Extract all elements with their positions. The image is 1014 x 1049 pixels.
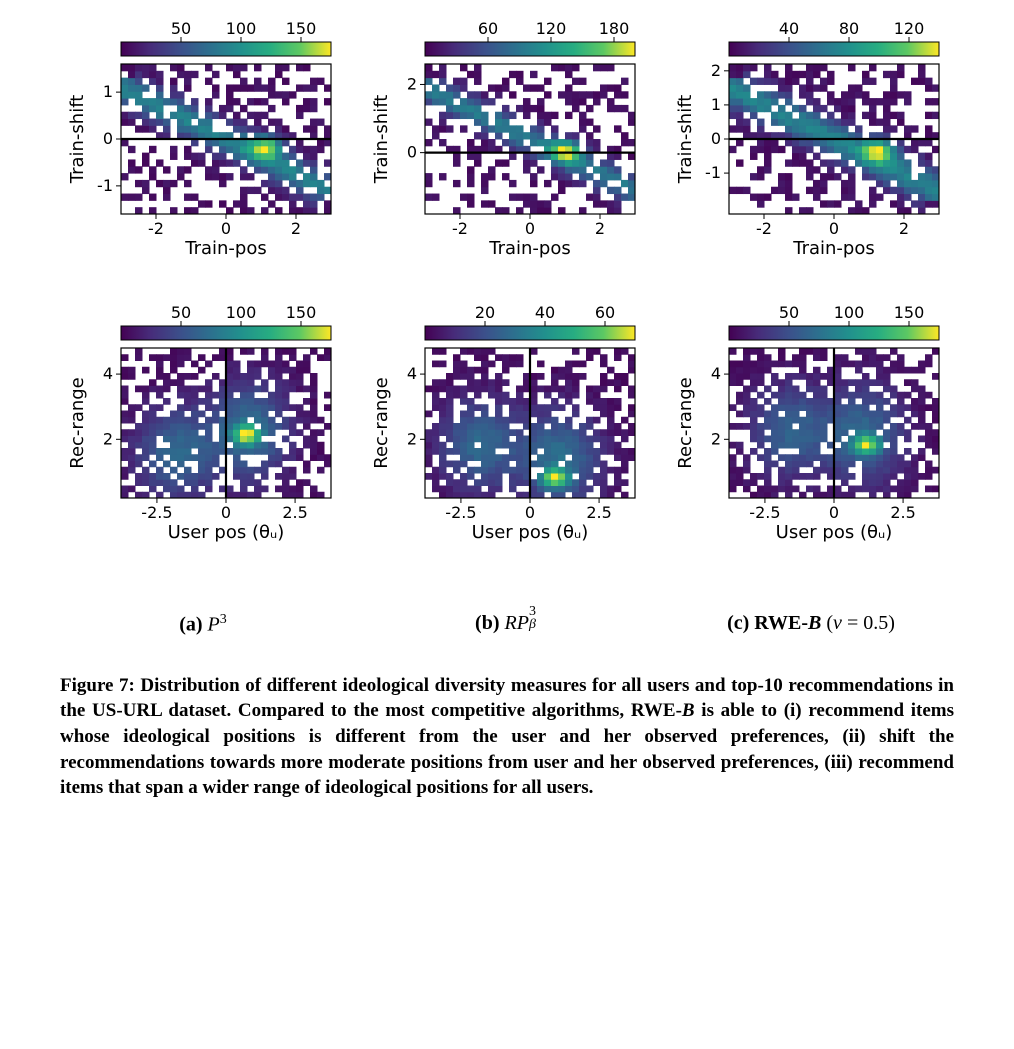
svg-text:50: 50 [779, 304, 799, 322]
svg-text:0: 0 [525, 503, 535, 522]
svg-text:Train-shift: Train-shift [675, 95, 696, 185]
subcaption-a: (a) P3 [60, 612, 346, 637]
heatmap-panel-p2: 60 120 180 -2 0 2 0 2 Train-pos Train-shift [364, 20, 650, 286]
svg-text:2: 2 [711, 429, 721, 448]
svg-text:100: 100 [834, 304, 865, 322]
svg-text:50: 50 [171, 20, 191, 38]
svg-text:Rec-range: Rec-range [371, 377, 392, 469]
svg-text:120: 120 [894, 20, 925, 38]
svg-text:0: 0 [829, 503, 839, 522]
svg-text:0: 0 [221, 503, 231, 522]
svg-text:4: 4 [103, 364, 113, 383]
svg-text:-1: -1 [97, 176, 113, 195]
heatmap-svg: 60 120 180 -2 0 2 0 2 Train-pos Train-shift [367, 20, 647, 286]
svg-text:2: 2 [103, 429, 113, 448]
svg-text:User pos (θᵤ): User pos (θᵤ) [168, 522, 285, 543]
subcaption-b: (b) RP3β3 [364, 612, 650, 637]
svg-text:2: 2 [407, 74, 417, 93]
heatmap-panel-p1: 50 100 150 -2 0 2 -1 0 1 Train-pos Train-shift [60, 20, 346, 286]
svg-text:4: 4 [711, 364, 721, 383]
svg-text:Train-pos: Train-pos [792, 238, 875, 259]
svg-text:2.5: 2.5 [890, 503, 915, 522]
svg-text:User pos (θᵤ): User pos (θᵤ) [472, 522, 589, 543]
svg-text:2: 2 [711, 61, 721, 80]
svg-text:100: 100 [226, 20, 257, 38]
svg-text:1: 1 [711, 95, 721, 114]
svg-text:-2.5: -2.5 [749, 503, 780, 522]
svg-text:Train-shift: Train-shift [371, 95, 392, 185]
heatmap-panel-p3: 40 80 120 -2 0 2 -1 0 1 2 Train-pos Train-shift [668, 20, 954, 286]
svg-text:60: 60 [478, 20, 498, 38]
svg-text:0: 0 [829, 219, 839, 238]
svg-text:-2: -2 [148, 219, 164, 238]
figure-container: 50100150-202-101Train-posTrain-shift6012… [0, 0, 1014, 841]
svg-text:2: 2 [407, 429, 417, 448]
svg-text:40: 40 [779, 20, 799, 38]
svg-text:2: 2 [595, 219, 605, 238]
svg-text:Rec-range: Rec-range [67, 377, 88, 469]
heatmap-svg: 50 100 150 -2 0 2 -1 0 1 Train-pos Train-shift [63, 20, 343, 286]
svg-text:2: 2 [291, 219, 301, 238]
svg-text:-2.5: -2.5 [445, 503, 476, 522]
chart-grid: 50100150-202-101Train-posTrain-shift6012… [60, 20, 954, 588]
svg-text:-2.5: -2.5 [141, 503, 172, 522]
svg-text:180: 180 [599, 20, 630, 38]
heatmap-panel-p4: 50 100 150 -2.5 0 2.5 2 4 User pos (θᵤ) Rec-range [60, 304, 346, 570]
figure-number: Figure 7: [60, 675, 135, 696]
svg-text:User pos (θᵤ): User pos (θᵤ) [776, 522, 893, 543]
subcaption-row: (a) P3 (b) RP3β3 (c) RWE-B (v = 0.5) [60, 612, 954, 637]
svg-text:80: 80 [839, 20, 859, 38]
heatmap-svg: 20 40 60 -2.5 0 2.5 2 4 User pos (θᵤ) Rec-range [367, 304, 647, 570]
subcaption-c: (c) RWE-B (v = 0.5) [668, 612, 954, 637]
svg-text:-1: -1 [705, 163, 721, 182]
svg-text:1: 1 [103, 82, 113, 101]
svg-text:2: 2 [899, 219, 909, 238]
svg-text:150: 150 [894, 304, 925, 322]
svg-text:4: 4 [407, 364, 417, 383]
svg-text:Train-shift: Train-shift [67, 95, 88, 185]
svg-text:0: 0 [711, 129, 721, 148]
svg-text:20: 20 [475, 304, 495, 322]
svg-text:0: 0 [407, 143, 417, 162]
svg-text:Train-pos: Train-pos [488, 238, 571, 259]
svg-text:40: 40 [535, 304, 555, 322]
heatmap-svg: 40 80 120 -2 0 2 -1 0 1 2 Train-pos Train-shift [671, 20, 951, 286]
svg-text:-2: -2 [452, 219, 468, 238]
svg-text:50: 50 [171, 304, 191, 322]
svg-text:0: 0 [221, 219, 231, 238]
svg-text:0: 0 [525, 219, 535, 238]
svg-text:-2: -2 [756, 219, 772, 238]
svg-text:2.5: 2.5 [282, 503, 307, 522]
heatmap-panel-p5: 20 40 60 -2.5 0 2.5 2 4 User pos (θᵤ) Rec-range [364, 304, 650, 570]
heatmap-panel-p6: 50 100 150 -2.5 0 2.5 2 4 User pos (θᵤ) Rec-range [668, 304, 954, 570]
figure-caption: Figure 7: Distribution of different ideo… [60, 673, 954, 801]
svg-text:120: 120 [536, 20, 567, 38]
svg-text:60: 60 [595, 304, 615, 322]
heatmap-svg: 50 100 150 -2.5 0 2.5 2 4 User pos (θᵤ) Rec-range [671, 304, 951, 570]
svg-text:150: 150 [286, 304, 317, 322]
svg-text:100: 100 [226, 304, 257, 322]
svg-text:2.5: 2.5 [586, 503, 611, 522]
svg-text:0: 0 [103, 129, 113, 148]
svg-text:150: 150 [286, 20, 317, 38]
svg-text:Rec-range: Rec-range [675, 377, 696, 469]
svg-text:Train-pos: Train-pos [184, 238, 267, 259]
heatmap-svg: 50 100 150 -2.5 0 2.5 2 4 User pos (θᵤ) Rec-range [63, 304, 343, 570]
